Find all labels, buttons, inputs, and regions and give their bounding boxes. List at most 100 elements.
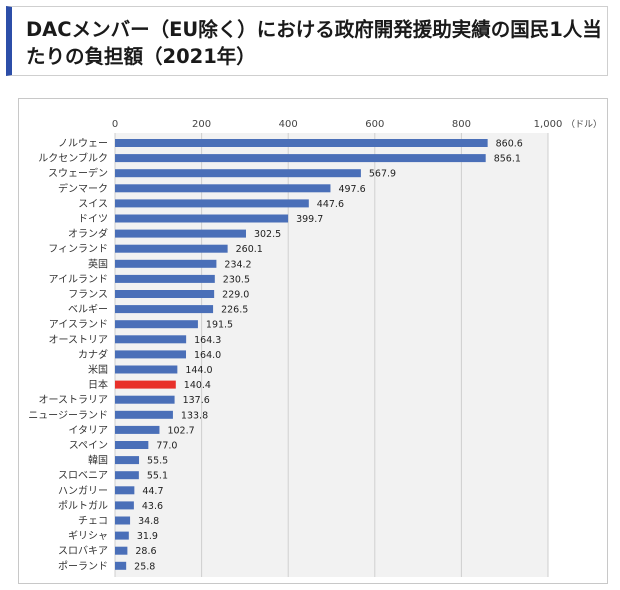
category-label: ベルギー (68, 304, 108, 316)
bar (115, 154, 486, 163)
bars (115, 139, 488, 570)
category-label: ルクセンブルク (38, 152, 108, 165)
category-label: 韓国 (88, 455, 108, 467)
bar (115, 199, 309, 208)
x-tick-label: 600 (365, 119, 384, 130)
value-label: 133.8 (181, 410, 208, 421)
value-label: 55.5 (147, 456, 168, 467)
bar (115, 274, 215, 283)
bar (115, 425, 160, 434)
category-label: オランダ (68, 227, 108, 240)
value-label: 31.9 (137, 531, 158, 542)
value-label: 34.8 (138, 516, 159, 527)
category-label: スイス (78, 199, 108, 210)
bar (115, 546, 128, 555)
value-label: 856.1 (494, 154, 521, 165)
category-label: ドイツ (78, 214, 108, 225)
category-label: スロバキア (58, 545, 108, 557)
bar (115, 184, 331, 193)
category-label: オーストラリア (39, 394, 109, 406)
category-label: ギリシャ (68, 530, 108, 542)
value-label: 44.7 (142, 486, 163, 497)
value-label: 234.2 (224, 259, 251, 270)
bar (115, 320, 198, 329)
bar (115, 456, 140, 465)
value-label: 164.3 (194, 335, 221, 346)
bar (115, 335, 187, 344)
x-tick-label: 400 (279, 119, 298, 130)
x-tick-label: 1,000 (534, 119, 563, 130)
category-label: ノルウェー (58, 138, 108, 150)
value-label: 28.6 (135, 546, 156, 557)
category-label: オーストリア (49, 334, 109, 346)
bar (115, 410, 173, 419)
value-label: 144.0 (185, 365, 212, 376)
bar (115, 139, 488, 147)
value-label: 399.7 (296, 214, 323, 225)
bar (115, 169, 361, 178)
category-label: アイルランド (49, 273, 109, 285)
bar (115, 395, 175, 404)
value-label: 226.5 (221, 305, 248, 316)
bar (115, 531, 129, 540)
category-label: ポルトガル (58, 500, 108, 512)
category-label: 日本 (88, 378, 108, 391)
bar (115, 259, 217, 268)
value-label: 164.0 (194, 350, 221, 361)
value-label: 302.5 (254, 229, 281, 240)
x-tick-label: 0 (112, 119, 118, 130)
value-label: 137.6 (183, 395, 210, 406)
bar (115, 501, 134, 510)
bar (115, 290, 215, 298)
bar (115, 486, 135, 495)
bar (115, 214, 289, 223)
bar-highlight (115, 380, 176, 389)
category-label: チェコ (78, 515, 108, 527)
bar (115, 561, 127, 570)
value-label: 25.8 (134, 561, 155, 572)
category-label: ポーランド (58, 560, 108, 572)
bar (115, 350, 187, 359)
value-label: 55.1 (147, 471, 168, 482)
category-label: フランス (68, 289, 108, 301)
bar (115, 229, 246, 238)
page-title: DACメンバー（EU除く）における政府開発援助実績の国民1人当たりの負担額（20… (26, 18, 602, 68)
value-label: 447.6 (317, 199, 344, 210)
category-label: スペイン (69, 441, 108, 452)
bar (115, 441, 149, 449)
value-label: 102.7 (167, 425, 194, 436)
value-label: 260.1 (236, 244, 263, 255)
value-label: 43.6 (142, 501, 163, 512)
value-label: 230.5 (223, 274, 250, 285)
x-tick-label: 200 (192, 119, 211, 130)
value-label: 567.9 (369, 169, 396, 180)
category-label: ニュージーランド (28, 409, 108, 421)
bar (115, 471, 139, 480)
bar (115, 244, 228, 253)
x-axis-ticks: 0 200 400 600 800 1,000 (112, 119, 563, 130)
category-label: デンマーク (58, 182, 108, 195)
value-label: 860.6 (496, 139, 523, 150)
category-label: アイスランド (49, 319, 108, 331)
category-label: スロベニア (58, 470, 108, 482)
value-label: 140.4 (184, 380, 211, 391)
category-label: ハンガリー (58, 485, 108, 497)
x-tick-label: 800 (452, 119, 471, 130)
category-label: 米国 (88, 363, 108, 376)
category-label: 英国 (88, 257, 108, 270)
category-label: フィンランド (48, 243, 108, 255)
value-labels: 860.6 856.1 567.9 497.6 447.6 399.7 302.5 260.1… (134, 139, 523, 573)
x-axis-unit: （ドル） (566, 119, 602, 130)
title-banner: DACメンバー（EU除く）における政府開発援助実績の国民1人当たりの負担額（20… (6, 6, 608, 76)
bar (115, 365, 178, 374)
value-label: 229.0 (222, 290, 249, 301)
category-labels: ノルウェールクセンブルクスウェーデンデンマークスイスドイツオランダフィンランド英… (28, 138, 108, 573)
bar (115, 516, 131, 525)
category-label: スウェーデン (48, 167, 108, 180)
value-label: 77.0 (156, 441, 177, 452)
value-label: 191.5 (206, 320, 233, 331)
category-label: カナダ (78, 348, 108, 361)
category-label: イタリア (68, 424, 108, 436)
bar (115, 305, 214, 314)
